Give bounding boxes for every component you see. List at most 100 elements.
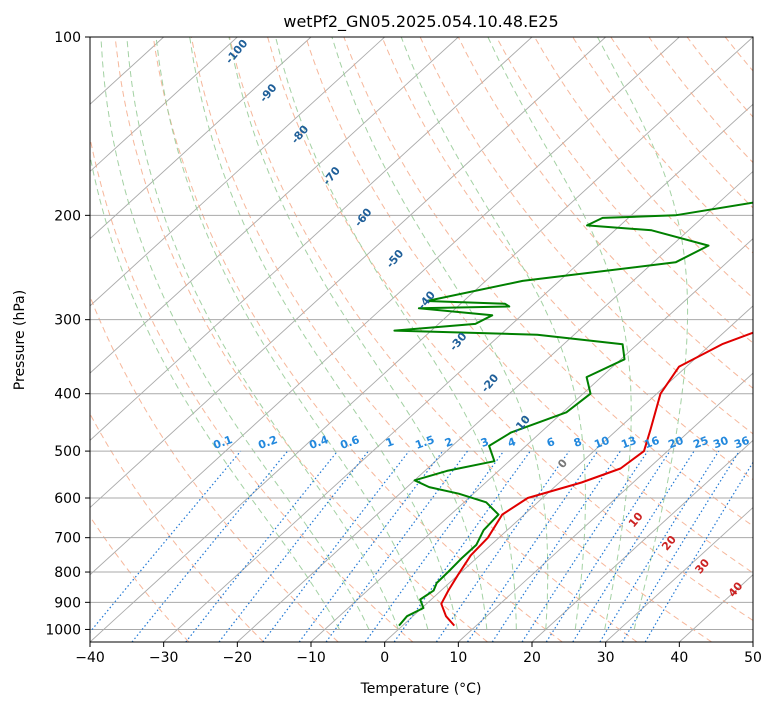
dry-adiabat-line [763, 37, 775, 642]
dry-adiabat-line [419, 37, 753, 435]
dry-adiabat-label: -10 [510, 413, 533, 437]
plot-frame [89, 36, 754, 643]
moist-adiabat-line [331, 37, 549, 630]
isotherm-line [752, 641, 753, 642]
isotherm-line [90, 37, 753, 642]
mixing-ratio-line [90, 450, 242, 634]
mixing-ratio-line [435, 450, 570, 642]
moist-adiabat-line [189, 37, 458, 630]
mixing-ratio-label: 0.2 [256, 433, 279, 452]
moist-adiabat-line [155, 37, 429, 630]
isotherm-line [90, 37, 238, 173]
mixing-ratio-line [599, 450, 720, 642]
moist-adiabat-line [275, 37, 517, 630]
dry-adiabat-label: 30 [692, 556, 712, 576]
dry-adiabat-line [229, 37, 712, 642]
x-tick-label: 50 [744, 650, 762, 666]
mixing-ratio-line [364, 450, 505, 642]
dry-adiabat-line [534, 37, 753, 299]
dry-adiabat-line [610, 37, 753, 209]
y-tick-label: 300 [54, 313, 81, 329]
dry-adiabat-label: 20 [659, 533, 679, 553]
mixing-ratio-label: 6 [545, 435, 557, 450]
x-axis-label: Temperature (°C) [360, 681, 482, 697]
mixing-ratio-line [393, 450, 531, 642]
mixing-ratio-line [644, 461, 753, 642]
moist-adiabat-line [597, 37, 689, 630]
mixing-ratio-line [545, 450, 671, 642]
mixing-ratio-label: 16 [642, 434, 661, 452]
x-tick-label: −10 [296, 650, 326, 666]
series-group [393, 201, 753, 627]
mixing-ratio-label: 2 [443, 435, 455, 450]
mixing-ratio-line [491, 450, 621, 642]
isotherm-line [90, 37, 312, 240]
dry-adiabat-label: -50 [384, 247, 407, 271]
x-tick-label: 30 [597, 650, 615, 666]
dry-adiabat-line [90, 295, 339, 642]
x-tick-label: 0 [380, 650, 389, 666]
mixing-ratio-line [298, 450, 444, 642]
x-tick-label: 20 [523, 650, 541, 666]
dry-adiabat-label: -100 [223, 37, 251, 67]
grid [90, 37, 775, 642]
mixing-ratio-label: 4 [506, 435, 518, 450]
isotherm-line [458, 372, 753, 642]
x-tick-label: −30 [149, 650, 179, 666]
isotherm-line [310, 238, 753, 642]
dewpoint-line [393, 201, 753, 627]
y-tick-label: 600 [54, 491, 81, 507]
mixing-ratio-line [185, 450, 339, 642]
isotherm-line [90, 37, 459, 374]
isotherm-line [237, 170, 753, 642]
isotherm-line [531, 439, 753, 642]
x-tick-label: −40 [75, 650, 105, 666]
y-tick-label: 1000 [45, 622, 81, 638]
mixing-ratio-label: 1 [384, 435, 396, 450]
mixing-ratio-label: 10 [592, 434, 611, 452]
dry-adiabat-line [190, 37, 638, 642]
dry-adiabat-line [343, 37, 753, 527]
mixing-ratio-line [131, 450, 289, 642]
mixing-ratio-label: 0.6 [338, 433, 361, 452]
mixing-ratio-line [467, 450, 599, 642]
dry-adiabat-label: -80 [289, 123, 312, 147]
mixing-ratio-label: 20 [666, 434, 685, 452]
y-tick-label: 500 [54, 444, 81, 460]
moist-adiabat-line [228, 37, 488, 630]
y-tick-label: 700 [54, 531, 81, 547]
y-axis-label: Pressure (hPa) [12, 290, 28, 390]
y-tick-label: 400 [54, 387, 81, 403]
y-tick-label: 200 [54, 208, 81, 224]
dry-adiabat-line [267, 37, 753, 622]
x-tick-label: 40 [670, 650, 688, 666]
temperature-line [440, 331, 753, 627]
isotherm-line [90, 37, 680, 576]
moist-adiabat-line [126, 37, 399, 630]
mixing-ratio-line [262, 450, 410, 642]
dry-adiabat-line [152, 37, 563, 642]
isotherm-line [384, 305, 753, 642]
mixing-ratio-label: 8 [572, 435, 584, 450]
dry-adiabat-line [572, 37, 753, 254]
dry-adiabat-label: -70 [320, 164, 343, 188]
isotherm-line [90, 37, 533, 441]
dry-adiabat-line [90, 515, 190, 642]
dry-adiabat-line [686, 37, 753, 118]
x-tick-label: −20 [223, 650, 253, 666]
chart-title: wetPf2_GN05.2025.054.10.48.E25 [283, 12, 558, 32]
isotherm-line [163, 103, 753, 642]
mixing-ratio-label: 13 [619, 434, 638, 451]
mixing-ratio-label: 0.1 [211, 433, 234, 452]
mixing-ratio-label: 25 [691, 434, 710, 451]
dry-adiabat-line [495, 37, 753, 344]
mixing-ratio-label: 0.4 [307, 433, 330, 452]
y-tick-label: 900 [54, 595, 81, 611]
moist-adiabat-line [100, 37, 370, 630]
dry-adiabat-line [90, 412, 264, 642]
dry-adiabat-line [457, 37, 753, 389]
mixing-ratio-line [621, 450, 740, 642]
dry-adiabat-label: -60 [352, 205, 375, 229]
mixing-ratio-label: 3 [479, 435, 491, 450]
